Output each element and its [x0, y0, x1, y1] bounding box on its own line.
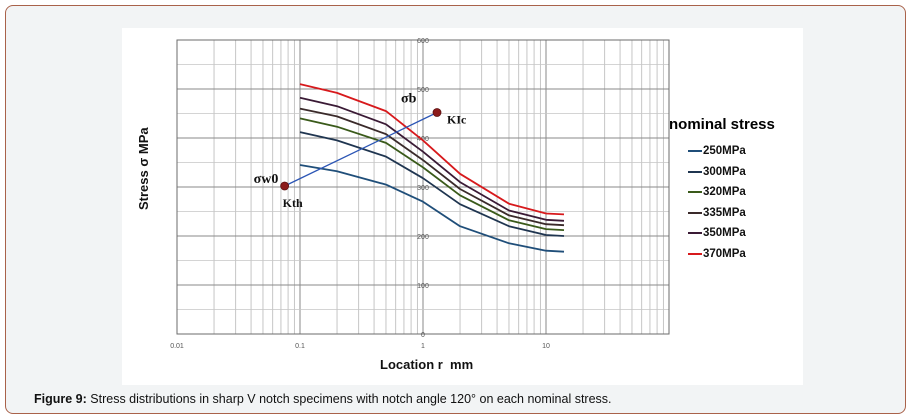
legend-item: 370MPa	[688, 244, 746, 265]
y-tick-label: 0	[421, 332, 425, 339]
caption-label: Figure 9:	[34, 392, 87, 406]
caption-text: Stress distributions in sharp V notch sp…	[86, 392, 612, 406]
series-line-370MPa	[299, 83, 565, 216]
annotation-sublabel-1: KIc	[447, 113, 467, 127]
y-tick-label: 200	[417, 234, 429, 241]
legend-swatch	[688, 252, 702, 255]
legend-label: 335MPa	[703, 206, 746, 219]
plot-border	[176, 39, 670, 335]
x-axis-label: Location r mm	[380, 357, 474, 372]
annotation-sublabel-0: Kth	[283, 196, 303, 210]
legend-item: 335MPa	[688, 203, 746, 224]
y-tick-label: 300	[417, 185, 429, 192]
x-tick-label: 10	[542, 343, 550, 350]
annotation-point	[432, 108, 442, 117]
y-tick-label: 600	[417, 38, 429, 45]
legend-swatch	[688, 191, 702, 194]
annotation-point	[280, 181, 290, 191]
legend-swatch	[688, 232, 702, 235]
legend-label: 350MPa	[703, 227, 746, 240]
legend-item: 250MPa	[688, 141, 746, 162]
legend: 250MPa 300MPa 320MPa 335MPa 350MPa 370MPa	[688, 141, 746, 264]
annotation-label-1: σb	[401, 92, 417, 107]
y-axis-label: Stress σ MPa	[136, 127, 151, 210]
y-tick-label: 500	[417, 87, 429, 94]
legend-swatch	[688, 150, 702, 153]
series-line-250MPa	[299, 164, 565, 253]
legend-swatch	[688, 170, 702, 173]
legend-item: 320MPa	[688, 182, 746, 203]
legend-label: 370MPa	[703, 247, 746, 260]
x-tick-label: 0.1	[295, 343, 305, 350]
x-tick-label: 0.01	[170, 343, 184, 350]
legend-item: 350MPa	[688, 223, 746, 244]
series-line-300MPa	[299, 131, 565, 237]
series-line-320MPa	[299, 117, 565, 231]
figure-frame: 0.01 0.1 1 10 0 100 200 300 400 500 600 σw0 Kth σb KI…	[5, 5, 906, 414]
legend-swatch	[688, 211, 702, 214]
threshold-connector-line	[284, 111, 438, 187]
chart-panel: 0.01 0.1 1 10 0 100 200 300 400 500 600 σw0 Kth σb KI…	[122, 28, 803, 385]
x-tick-label: 1	[421, 343, 425, 350]
figure-caption: Figure 9: Stress distributions in sharp …	[34, 392, 612, 406]
legend-title: nominal stress	[669, 116, 775, 133]
legend-label: 300MPa	[703, 165, 746, 178]
legend-label: 320MPa	[703, 186, 746, 199]
legend-label: 250MPa	[703, 145, 746, 158]
legend-item: 300MPa	[688, 162, 746, 183]
y-tick-label: 100	[417, 283, 429, 290]
annotation-label-0: σw0	[254, 172, 279, 187]
series-line-335MPa	[299, 107, 565, 227]
series-line-350MPa	[299, 96, 565, 222]
